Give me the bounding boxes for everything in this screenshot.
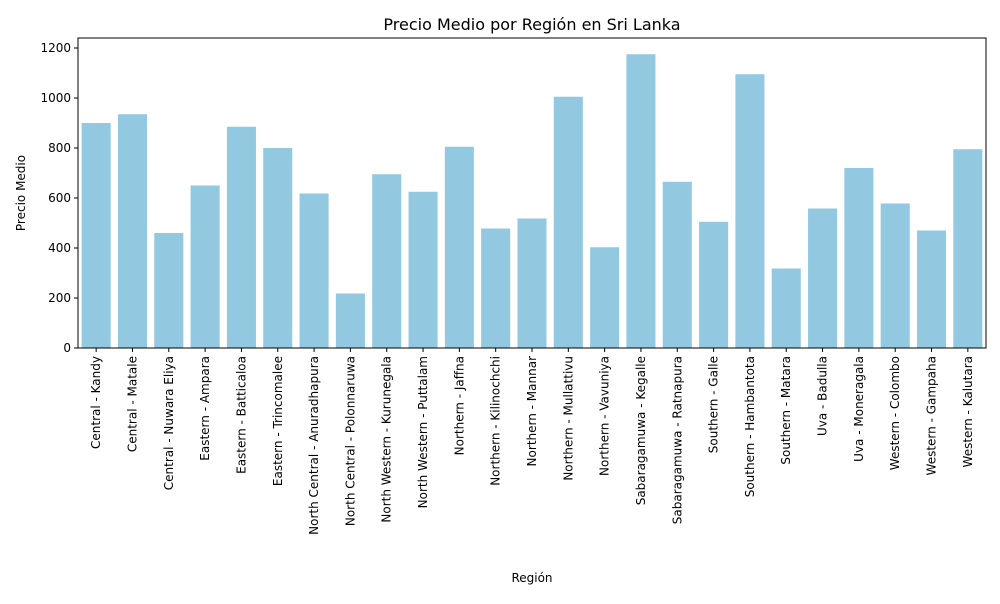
bar [408,191,438,348]
bar [481,228,511,348]
x-tick-label: Northern - Vavuniya [598,356,612,476]
x-tick-label: Eastern - Trincomalee [271,356,285,486]
bar [190,185,220,348]
x-tick-label: Western - Colombo [888,356,902,470]
x-tick-label: Eastern - Ampara [198,356,212,461]
x-tick-label: Central - Nuwara Eliya [162,356,176,490]
x-tick-label: Northern - Jaffna [452,356,466,455]
bar [117,114,148,348]
x-tick-label: Sabaragamuwa - Kegalle [634,356,648,505]
x-tick-label: North Western - Puttalam [416,356,430,508]
chart-title: Precio Medio por Región en Sri Lanka [383,15,680,34]
y-tick-label: 200 [48,291,71,305]
bar [626,54,656,348]
x-tick-label: North Western - Kurunegala [380,356,394,523]
bar [444,146,474,348]
x-tick-label: Northern - Mannar [525,356,539,467]
bar [844,168,874,348]
x-tick-label: North Central - Polonnaruwa [343,356,357,526]
x-tick-label: Sabaragamuwa - Ratnapura [670,356,684,524]
bar [553,96,583,348]
y-tick-label: 800 [48,141,71,155]
x-tick-label: Northern - Kilinochchi [489,356,503,486]
x-tick-label: Western - Kalutara [961,356,975,467]
bar [372,174,402,348]
bar [880,203,910,348]
y-tick-label: 1000 [40,91,71,105]
bar [735,74,765,348]
bar [808,208,838,348]
x-tick-label: Uva - Badulla [816,356,830,436]
x-axis-label: Región [511,571,552,585]
bar [662,181,692,348]
bar [590,247,620,348]
y-tick-label: 600 [48,191,71,205]
x-tick-label: Southern - Hambantota [743,356,757,497]
x-tick-label: North Central - Anuradhapura [307,356,321,535]
y-tick-label: 1200 [40,41,71,55]
x-tick-label: Central - Kandy [89,356,103,449]
plot-frame [77,37,987,349]
bar [335,293,365,348]
x-axis: Central - Kandy Central - Matale Central -… [89,348,975,535]
x-tick-label: Uva - Moneragala [852,356,866,462]
x-tick-label: Eastern - Batticaloa [234,356,248,474]
x-tick-label: Western - Gampaha [925,356,939,475]
x-tick-label: Northern - Mullattivu [561,356,575,481]
bar [771,268,801,348]
bar [154,233,184,348]
x-tick-label: Southern - Galle [707,356,721,453]
y-tick-label: 0 [63,341,71,355]
y-axis-label: Precio Medio [14,155,28,231]
bar [953,149,983,348]
bar [299,193,329,348]
y-axis: 0 200 400 600 800 1000 1200 [40,41,78,355]
x-tick-label: Central - Matale [125,356,139,452]
bar [699,221,729,348]
y-tick-label: 400 [48,241,71,255]
bar [263,148,293,348]
bar [517,218,547,348]
x-tick-label: Southern - Matara [779,356,793,465]
bar [916,230,947,348]
bar [226,126,256,348]
bars-group [81,54,983,348]
bar [81,123,111,348]
